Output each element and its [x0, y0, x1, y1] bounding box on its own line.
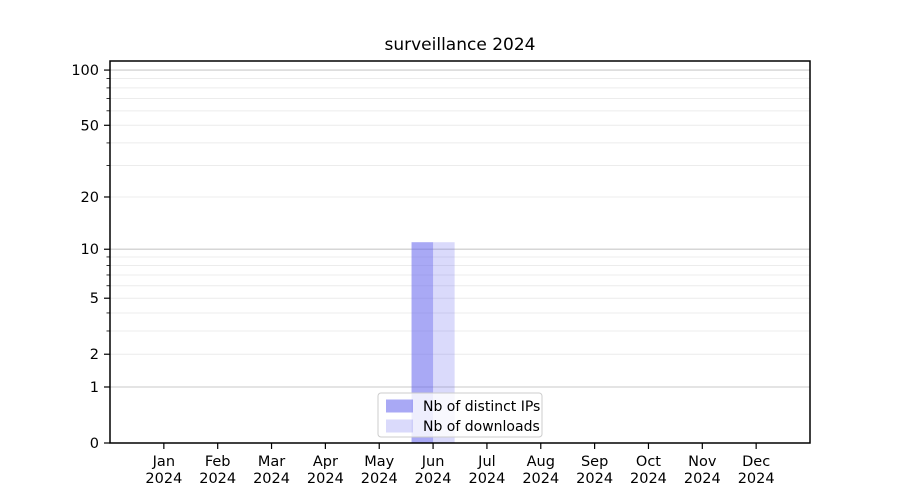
legend-label-nb-of-downloads: Nb of downloads [423, 419, 540, 435]
y-axis-tick-label: 10 [81, 242, 99, 258]
y-axis-tick-label: 50 [81, 118, 99, 134]
x-axis-tick-label: Sep 2024 [576, 454, 613, 487]
y-axis-tick-label: 5 [90, 291, 99, 307]
y-axis-tick-label: 1 [90, 380, 99, 396]
x-axis-tick-label: Aug 2024 [522, 454, 559, 487]
plot-frame [109, 60, 811, 444]
legend-swatch-nb-of-distinct-ips [386, 399, 413, 413]
x-axis-tick-label: Mar 2024 [253, 454, 290, 487]
x-axis-tick-label: Dec 2024 [738, 454, 775, 487]
y-axis-tick-label: 2 [90, 347, 99, 363]
legend-box [377, 392, 543, 438]
x-axis-tick-label: Nov 2024 [684, 454, 721, 487]
y-axis: 0 1 2 5 10 20 50 100 [71, 63, 110, 452]
x-axis-tick-label: Jul 2024 [468, 454, 505, 487]
y-axis-tick-label: 0 [90, 436, 99, 452]
y-axis-tick-label: 20 [81, 190, 99, 206]
x-axis-tick-label: Jun 2024 [415, 454, 452, 487]
x-axis-tick-label: Jan 2024 [145, 454, 182, 487]
x-axis-tick-label: Apr 2024 [307, 454, 344, 487]
legend-swatch-nb-of-downloads [386, 419, 413, 433]
x-axis-tick-label: Oct 2024 [630, 454, 667, 487]
x-axis: Jan 2024 Feb 2024 Mar 2024 Apr 2024 May 2024 Jun 20… [145, 443, 775, 487]
legend-label-nb-of-distinct-ips: Nb of distinct IPs [423, 399, 540, 415]
x-axis-tick-label: May 2024 [361, 454, 398, 487]
y-axis-tick-label: 100 [71, 63, 99, 79]
legend: Nb of distinct IPs Nb of downloads [377, 392, 543, 438]
gridlines [110, 69, 810, 388]
chart-title: surveillance 2024 [384, 35, 536, 55]
x-axis-tick-label: Feb 2024 [199, 454, 236, 487]
